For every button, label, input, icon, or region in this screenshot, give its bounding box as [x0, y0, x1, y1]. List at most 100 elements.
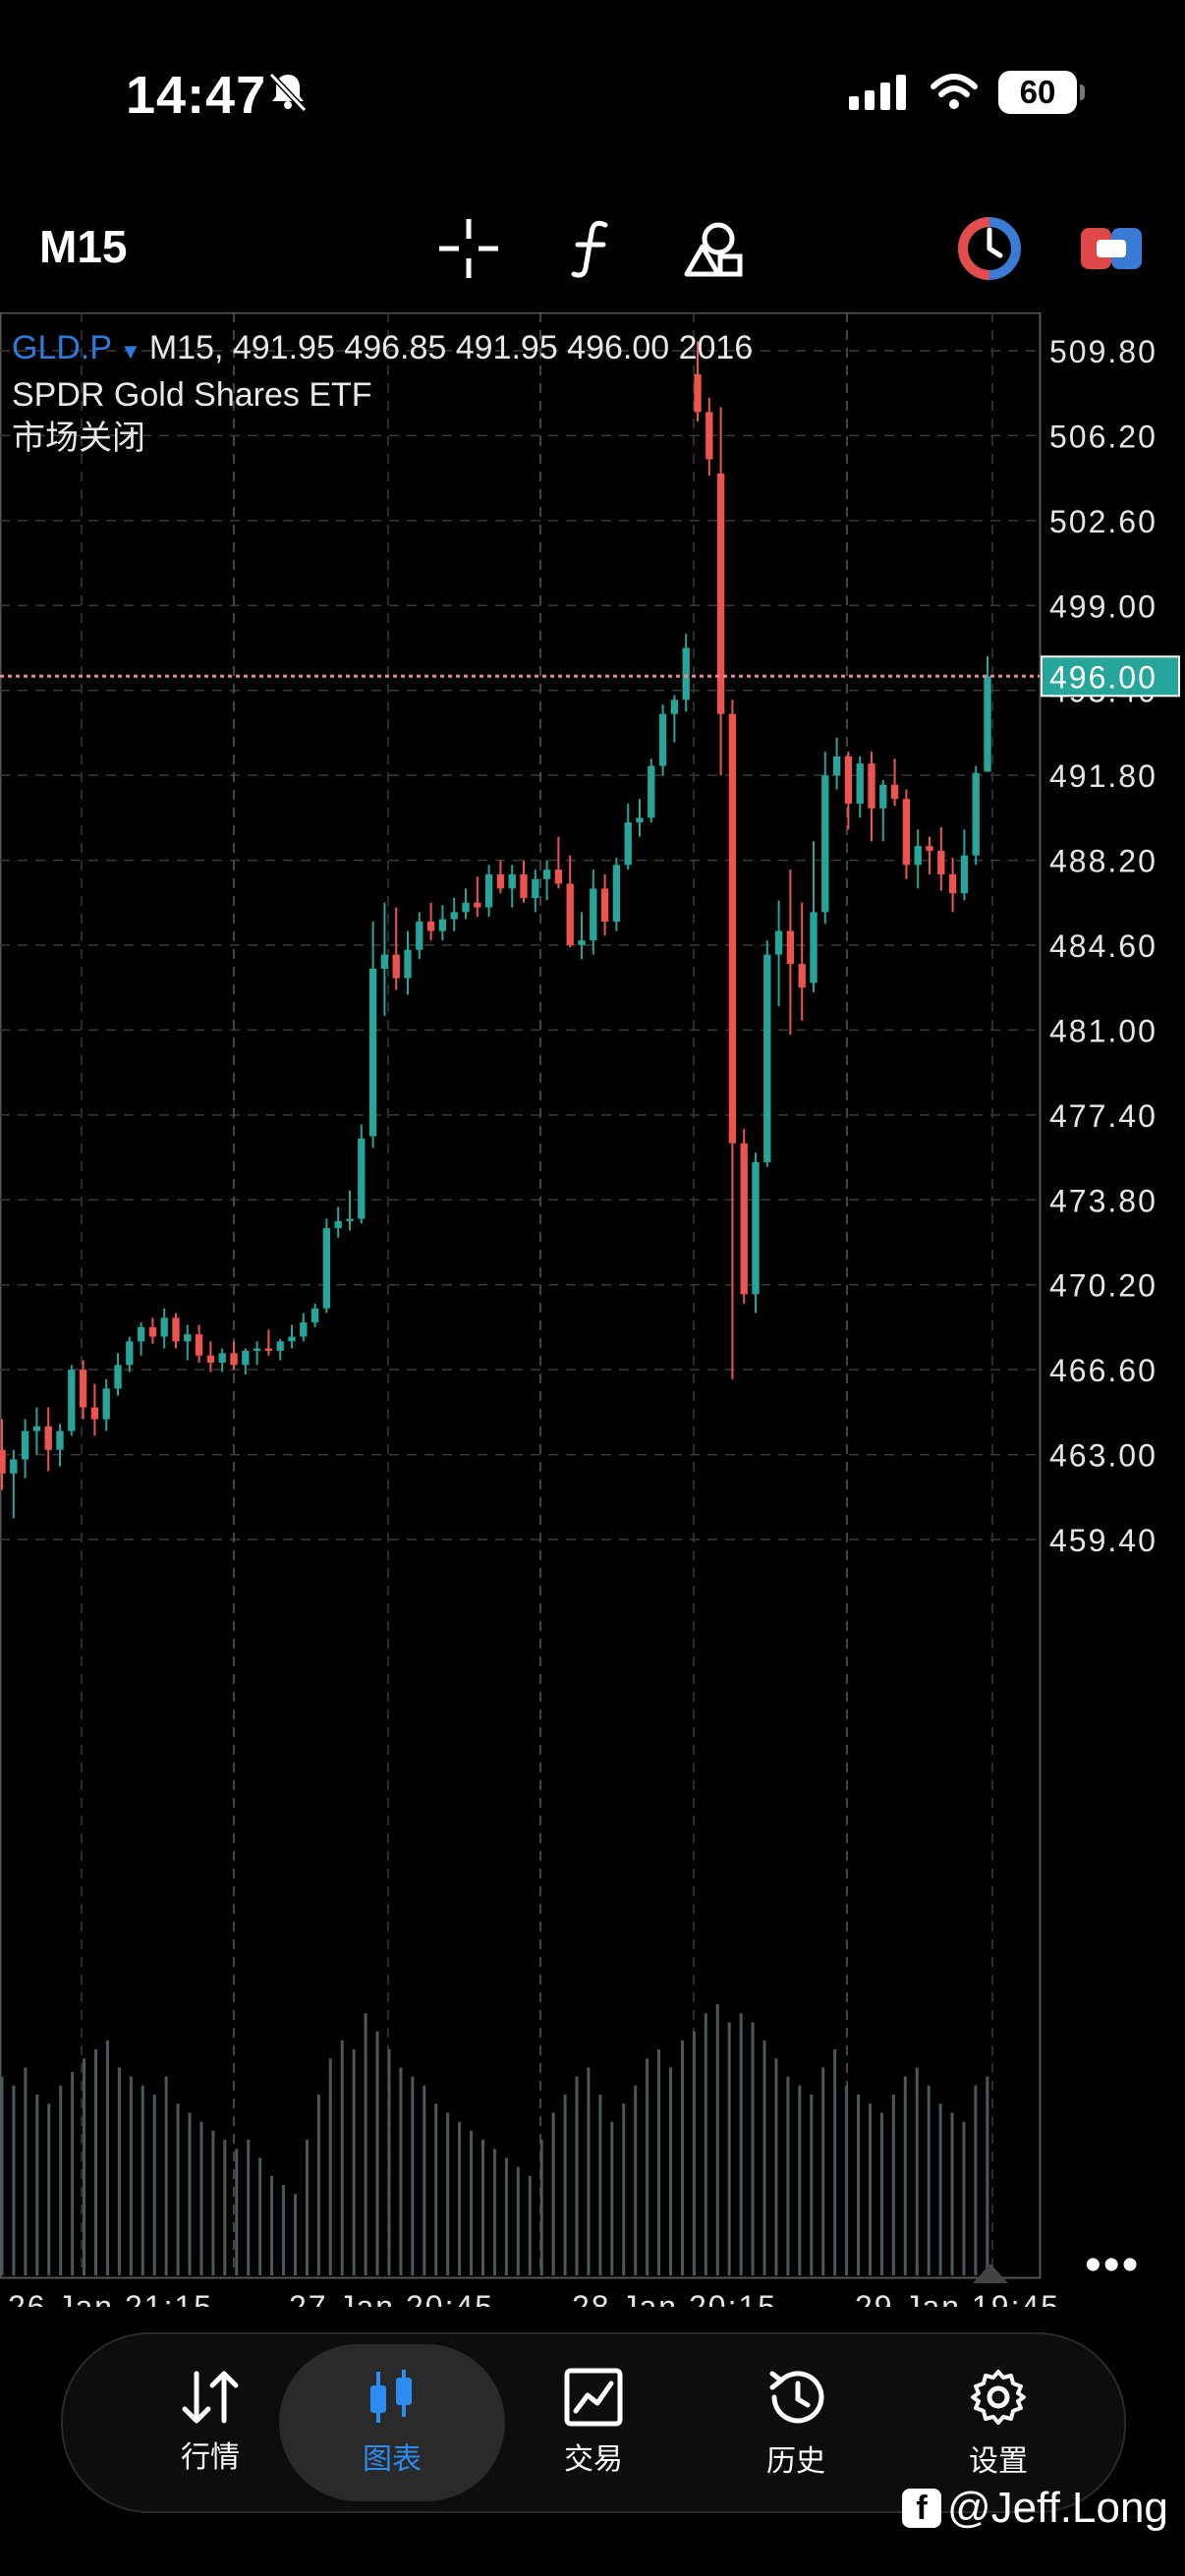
candle-body: [114, 1365, 122, 1389]
price-axis-label: 509.80: [1049, 334, 1157, 369]
tab-chart[interactable]: 图表: [279, 2344, 505, 2501]
tab-chart-label: 图表: [363, 2443, 422, 2476]
tab-history-label: 历史: [766, 2445, 825, 2478]
candle-body: [79, 1370, 87, 1408]
price-axis-label: 470.20: [1049, 1268, 1157, 1304]
price-axis-label: 463.00: [1049, 1438, 1157, 1474]
time-axis-label: 27 Jan 20:45: [289, 2289, 494, 2307]
candle-body: [206, 1355, 215, 1363]
settings-icon: [971, 2370, 1026, 2425]
candle-body: [798, 964, 806, 988]
candle-body: [578, 940, 586, 945]
plot-frame: [0, 312, 1042, 2279]
one-click-trading-icon[interactable]: [955, 214, 1024, 283]
price-axis-label: 459.40: [1049, 1523, 1157, 1558]
watermark: f @Jeff.Long: [902, 2484, 1168, 2533]
history-icon: [769, 2371, 824, 2424]
time-axis-label: 28 Jan 20:15: [572, 2289, 777, 2307]
candle-body: [90, 1407, 99, 1420]
candle-body: [322, 1228, 331, 1309]
price-axis-label: 499.00: [1049, 588, 1157, 624]
candle-body: [334, 1220, 342, 1229]
tab-quotes[interactable]: 行情: [102, 2334, 318, 2511]
more-options-icon[interactable]: •••: [1085, 2239, 1141, 2291]
ohlc-readout: M15, 491.95 496.85 491.95 496.00 2016: [148, 329, 754, 366]
symbol-name[interactable]: GLD.P: [12, 329, 113, 366]
candle-body: [948, 873, 957, 894]
candle-body: [636, 817, 644, 823]
candle-body: [184, 1334, 192, 1342]
candle-body: [242, 1350, 250, 1366]
candle-body: [856, 763, 864, 804]
candle-body: [532, 878, 539, 898]
candle-body: [694, 374, 702, 413]
last-bar-marker: [973, 2264, 1008, 2283]
objects-shapes-icon[interactable]: [678, 214, 747, 283]
candle-body: [438, 919, 447, 931]
candle-body: [44, 1426, 52, 1450]
candle-body: [126, 1341, 134, 1366]
candle-body: [137, 1326, 145, 1342]
candle-body: [937, 850, 945, 874]
candle-body: [0, 1449, 6, 1474]
candle-body: [450, 912, 458, 920]
bell-muted-icon: [265, 69, 310, 119]
candle-body: [960, 855, 969, 894]
indicators-function-icon[interactable]: [556, 214, 625, 283]
candle-body: [566, 883, 574, 945]
quotes-icon: [182, 2371, 239, 2424]
status-time: 14:47: [126, 66, 267, 125]
candle-body: [716, 473, 725, 714]
candlestick-chart[interactable]: 509.80506.20502.60499.00495.40491.80488.…: [0, 312, 1185, 2307]
candle-body: [496, 873, 505, 889]
price-axis-label: 481.00: [1049, 1013, 1157, 1048]
tab-history[interactable]: 历史: [688, 2334, 904, 2511]
price-chart[interactable]: 509.80506.20502.60499.00495.40491.80488.…: [0, 312, 1185, 2307]
price-axis-label: 506.20: [1049, 419, 1157, 454]
candle-body: [230, 1353, 238, 1366]
candle-body: [416, 921, 423, 950]
trade-icon: [564, 2368, 623, 2427]
candle-body: [902, 799, 911, 866]
candle-body: [426, 921, 435, 931]
candle-body: [346, 1218, 354, 1221]
timeframe-selector[interactable]: M15: [39, 221, 128, 272]
candle-body: [705, 412, 713, 460]
candle-body: [392, 954, 400, 979]
bottom-tab-bar: 行情 图表 交易 历史 设置: [61, 2332, 1126, 2513]
candle-body: [474, 902, 481, 908]
tab-trade[interactable]: 交易: [485, 2334, 702, 2511]
trade-panel-toggle-icon[interactable]: [1077, 214, 1146, 283]
candle-body: [148, 1326, 157, 1337]
price-axis-label: 488.20: [1049, 844, 1157, 879]
watermark-text: @Jeff.Long: [947, 2484, 1168, 2532]
candle-body: [821, 775, 829, 913]
candle-body: [774, 930, 783, 955]
candle-body: [890, 784, 899, 800]
candle-body: [600, 888, 609, 922]
price-axis-label: 491.80: [1049, 758, 1157, 794]
candle-body: [102, 1388, 110, 1420]
market-status: 市场关闭: [12, 420, 145, 457]
candle-body: [310, 1308, 319, 1323]
current-price-tag: [1041, 655, 1180, 698]
symbol-dropdown-icon[interactable]: ▼: [120, 339, 141, 364]
candle-body: [264, 1348, 273, 1351]
chart-toolbar: M15: [0, 196, 1185, 295]
candle-body: [868, 763, 875, 809]
candle-body: [380, 954, 389, 970]
candle-body: [984, 676, 991, 772]
candle-body: [300, 1322, 308, 1337]
candle-body: [786, 930, 795, 965]
candle-body: [404, 949, 412, 979]
candle-body: [21, 1430, 29, 1460]
tab-settings[interactable]: 设置: [890, 2334, 1106, 2511]
instrument-description: SPDR Gold Shares ETF: [12, 376, 372, 414]
candle-body: [358, 1138, 366, 1219]
crosshair-icon[interactable]: [434, 214, 503, 283]
candle-body: [879, 784, 887, 809]
candle-body: [542, 869, 551, 879]
candle-body: [972, 772, 980, 856]
cellular-signal-icon: [849, 75, 906, 110]
candle-body: [670, 700, 679, 714]
